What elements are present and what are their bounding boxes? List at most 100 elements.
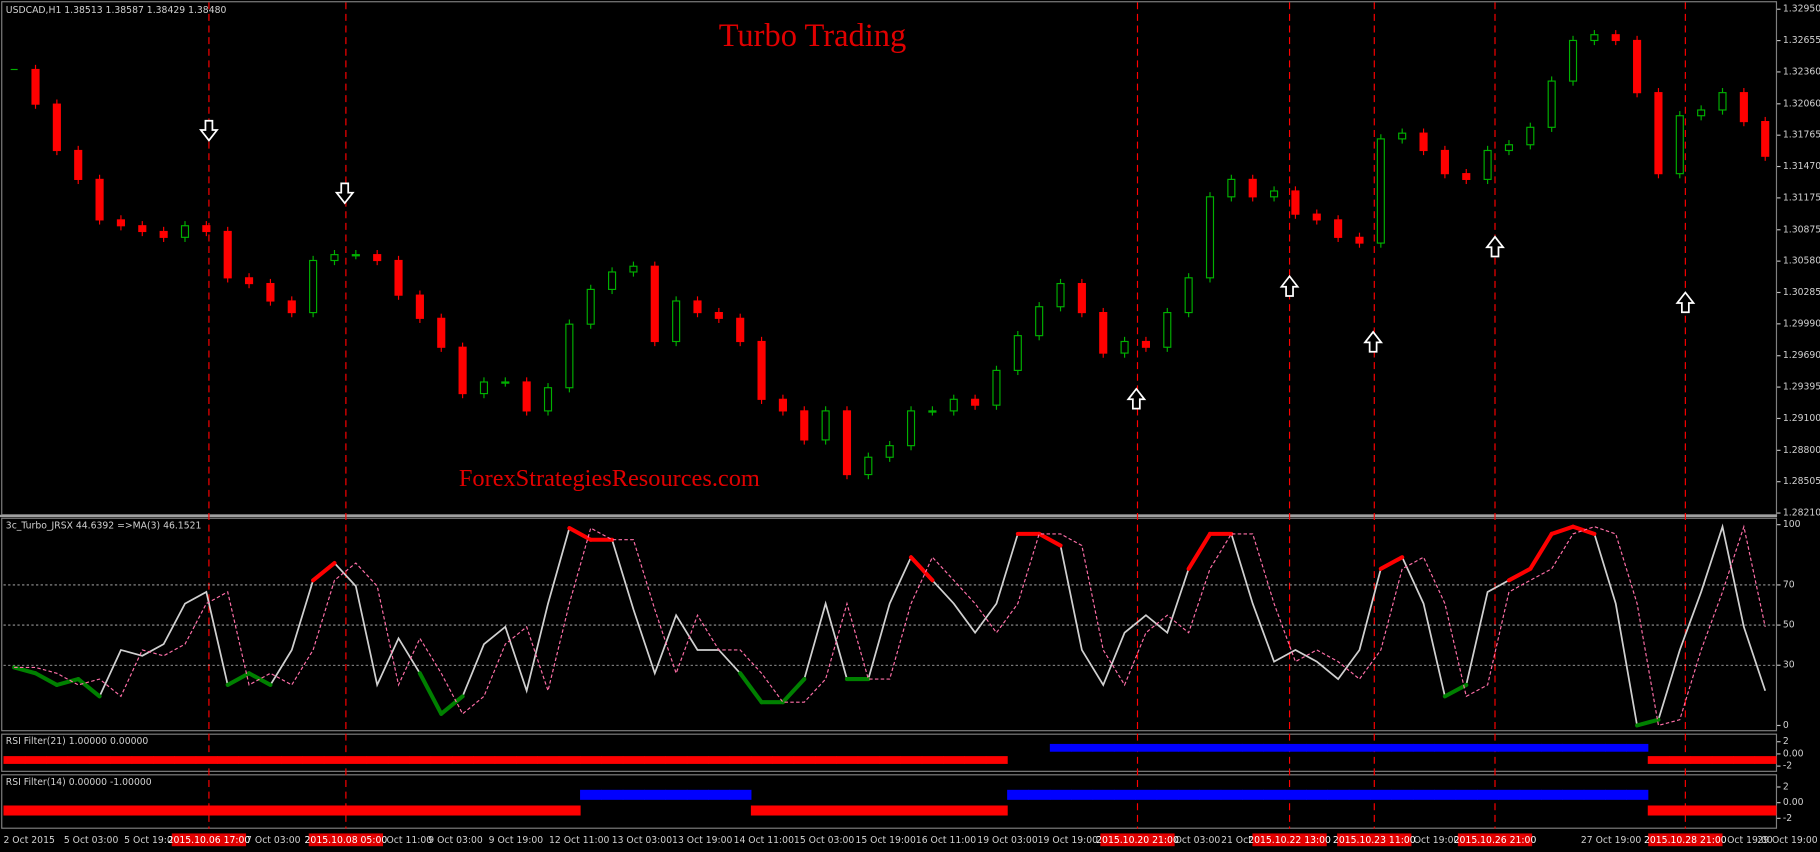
y-tick-label: 1.32655 xyxy=(1783,35,1820,46)
candle xyxy=(1248,178,1257,198)
filter-bar xyxy=(473,756,496,764)
x-tick-label: 2 Oct 2015 xyxy=(3,835,54,846)
filter-bar xyxy=(1327,743,1350,752)
filter-bar xyxy=(1327,789,1350,800)
filter-bar xyxy=(1391,743,1414,752)
filter-bar xyxy=(110,756,133,764)
candle xyxy=(1654,92,1663,175)
filter-bar xyxy=(195,805,218,816)
indicator-zone-segment xyxy=(1635,717,1661,728)
filter-bar xyxy=(814,805,837,816)
indicator-zone-segment xyxy=(1037,531,1063,548)
candle xyxy=(608,271,617,290)
y-tick-label: 1.29690 xyxy=(1783,350,1820,361)
y-tick-label: -2 xyxy=(1783,761,1792,772)
filter-bar xyxy=(323,756,346,764)
candle xyxy=(458,346,467,395)
candle xyxy=(287,300,296,314)
y-tick-label: 1.30580 xyxy=(1783,256,1820,267)
indicator-zone-segment xyxy=(33,671,59,687)
filter-bar xyxy=(836,805,859,816)
filter-bar xyxy=(686,789,709,800)
signal-label: 2015.10.26 21:00 xyxy=(1454,835,1537,846)
filter-bar xyxy=(1242,743,1264,752)
filter-bar xyxy=(921,756,944,764)
filter-bar xyxy=(1199,743,1222,752)
y-tick-label: 0 xyxy=(1783,720,1789,731)
x-tick-label: 27 Oct 19:00 xyxy=(1581,835,1642,846)
watermark: ForexStrategiesResources.com xyxy=(459,465,760,492)
signal-label: 2015.10.28 21:00 xyxy=(1644,835,1727,846)
candle xyxy=(1633,39,1642,94)
candle xyxy=(522,381,531,412)
rsi21-panel-frame xyxy=(1,733,1778,772)
filter-bar xyxy=(1733,805,1756,816)
price-panel-frame xyxy=(1,1,1778,516)
indicator-zone-segment xyxy=(1442,682,1469,699)
candle xyxy=(202,225,211,233)
buy-arrow xyxy=(1485,235,1505,258)
candle xyxy=(1334,219,1343,238)
y-tick-label: 1.28210 xyxy=(1783,508,1820,519)
candle xyxy=(1077,282,1086,314)
filter-bar xyxy=(1434,789,1457,800)
filter-bar xyxy=(1220,743,1243,752)
candle xyxy=(1483,149,1492,180)
candle xyxy=(180,225,190,238)
filter-bar xyxy=(1519,743,1542,752)
y-tick-label: -2 xyxy=(1783,813,1792,824)
filter-bar xyxy=(1242,789,1264,800)
filter-bar xyxy=(964,805,987,816)
filter-bar xyxy=(686,756,709,764)
filter-bar xyxy=(1049,743,1072,752)
y-tick-label: 1.31175 xyxy=(1783,192,1820,203)
candle xyxy=(437,317,446,348)
filter-bar xyxy=(1263,743,1286,752)
filter-bar xyxy=(217,756,239,764)
y-tick-label: 1.31470 xyxy=(1783,161,1820,172)
filter-bar xyxy=(302,756,325,764)
filter-bar xyxy=(345,756,368,764)
filter-bar xyxy=(857,756,880,764)
filter-bar xyxy=(750,756,773,764)
filter-bar xyxy=(708,789,731,800)
x-tick-label: 19 Oct 03:00 xyxy=(977,835,1038,846)
filter-bar xyxy=(409,805,432,816)
jrsx-panel-frame xyxy=(1,517,1778,732)
filter-bar xyxy=(195,756,218,764)
y-tick-label: 1.30875 xyxy=(1783,224,1820,235)
candle xyxy=(116,219,125,227)
candle xyxy=(244,277,254,285)
filter-bar xyxy=(1199,789,1222,800)
filter-bar xyxy=(1135,789,1158,800)
candle xyxy=(672,300,681,343)
candle xyxy=(1035,306,1044,337)
x-tick-label: 19 Oct 19:00 xyxy=(1038,835,1099,846)
filter-bar xyxy=(900,805,923,816)
x-tick-label: 15 Oct 19:00 xyxy=(855,835,916,846)
signal-label-box xyxy=(1252,833,1327,847)
filter-bar xyxy=(793,805,816,816)
filter-bar xyxy=(1284,789,1307,800)
filter-bar xyxy=(174,756,197,764)
filter-bar xyxy=(110,805,133,816)
candle xyxy=(949,398,958,412)
candle xyxy=(351,254,360,257)
chart-title: Turbo Trading xyxy=(719,18,907,54)
filter-bar xyxy=(1626,789,1649,800)
candle xyxy=(1568,39,1578,82)
candle xyxy=(928,410,937,413)
candle xyxy=(373,254,382,262)
filter-bar xyxy=(537,805,560,816)
y-tick-label: 0.00 xyxy=(1783,797,1804,808)
signal-label: 2015.10.23 11:00 xyxy=(1333,835,1416,846)
candle xyxy=(52,103,61,152)
indicator-zone-segment xyxy=(12,665,38,676)
candle xyxy=(800,410,809,441)
x-tick-label: 12 Oct 11:00 xyxy=(549,835,610,846)
buy-arrow xyxy=(1126,387,1147,410)
indicator-zone-segment xyxy=(567,526,593,542)
candle xyxy=(842,410,852,476)
indicator-header: RSI Filter(14) 0.00000 -1.00000 xyxy=(6,777,152,788)
